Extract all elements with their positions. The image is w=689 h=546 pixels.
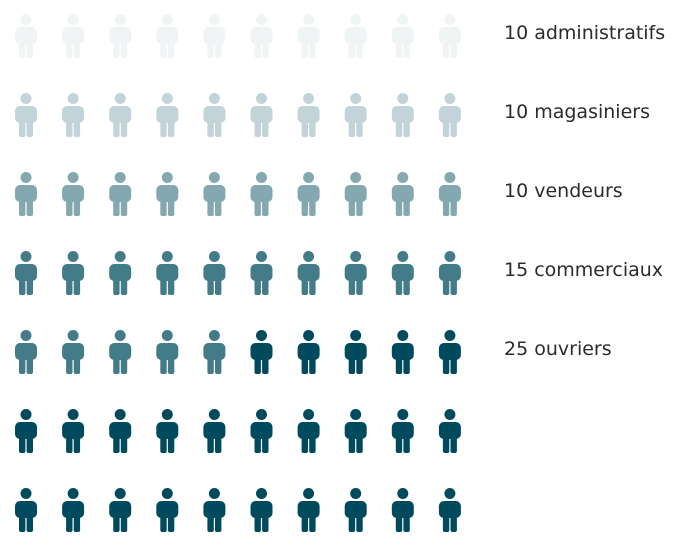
person-icon-series-0-0	[15, 14, 37, 58]
person-icon-series-4-2	[344, 330, 367, 374]
person-icon-series-4-11	[297, 409, 320, 453]
person-icon-series-4-16	[62, 488, 85, 532]
person-icon-series-0-1	[62, 14, 85, 58]
person-icon-series-3-5	[250, 251, 273, 295]
person-icon-series-0-7	[344, 14, 367, 58]
person-icon-series-2-8	[391, 172, 414, 216]
person-icon-series-0-2	[109, 14, 132, 58]
person-icon-series-4-14	[438, 409, 461, 453]
person-icon-series-2-9	[438, 172, 461, 216]
person-icon-series-4-5	[15, 409, 37, 453]
person-icon-series-4-15	[15, 488, 37, 532]
person-icon-series-1-7	[344, 93, 367, 137]
person-icon-series-3-4	[203, 251, 226, 295]
person-icon-series-2-4	[203, 172, 226, 216]
person-icon-series-3-13	[156, 330, 179, 374]
person-icon-series-0-4	[203, 14, 226, 58]
person-icon-series-4-21	[297, 488, 320, 532]
person-icon-series-4-17	[109, 488, 132, 532]
person-icon-series-4-13	[391, 409, 414, 453]
person-icon-series-4-12	[344, 409, 367, 453]
person-icon-series-3-7	[344, 251, 367, 295]
person-icon-series-2-1	[62, 172, 85, 216]
legend-label-commerciaux: 15 commerciaux	[504, 259, 664, 281]
person-icon-series-3-12	[109, 330, 132, 374]
person-icon-series-2-2	[109, 172, 132, 216]
legend-label-ouvriers: 25 ouvriers	[504, 338, 612, 360]
person-icon-series-0-6	[297, 14, 320, 58]
person-icon-series-4-19	[203, 488, 226, 532]
person-icon-series-4-8	[156, 409, 179, 453]
person-icon-series-0-3	[156, 14, 179, 58]
person-icon-series-3-11	[62, 330, 85, 374]
person-icon-series-2-5	[250, 172, 273, 216]
person-icon-series-1-6	[297, 93, 320, 137]
person-icon-series-2-3	[156, 172, 179, 216]
person-icon-series-1-1	[62, 93, 85, 137]
person-icon-series-4-9	[203, 409, 226, 453]
legend-label-magasiniers: 10 magasiniers	[504, 101, 650, 123]
person-icon-series-3-1	[62, 251, 85, 295]
person-icon-series-4-18	[156, 488, 179, 532]
person-icon-series-3-10	[15, 330, 37, 374]
person-icon-series-1-9	[438, 93, 461, 137]
person-icon-series-2-6	[297, 172, 320, 216]
person-icon-series-3-2	[109, 251, 132, 295]
person-icon-series-4-24	[438, 488, 461, 532]
person-icon-series-3-8	[391, 251, 414, 295]
person-icon-series-1-2	[109, 93, 132, 137]
person-icon-series-4-7	[109, 409, 132, 453]
person-icon-series-1-0	[15, 93, 37, 137]
person-icon-series-4-6	[62, 409, 85, 453]
person-icon-series-4-23	[391, 488, 414, 532]
person-icon-series-4-20	[250, 488, 273, 532]
person-icon-series-0-5	[250, 14, 273, 58]
legend-label-administratifs: 10 administratifs	[504, 22, 666, 44]
person-icon-series-3-3	[156, 251, 179, 295]
person-icon-series-3-14	[203, 330, 226, 374]
person-icon-series-1-5	[250, 93, 273, 137]
person-icon-series-4-1	[297, 330, 320, 374]
person-icon-series-2-7	[344, 172, 367, 216]
person-icon-series-4-10	[250, 409, 273, 453]
person-icon-series-3-9	[438, 251, 461, 295]
legend-label-vendeurs: 10 vendeurs	[504, 180, 623, 202]
person-icon-series-4-22	[344, 488, 367, 532]
person-icon-series-4-3	[391, 330, 414, 374]
person-icon-series-1-8	[391, 93, 414, 137]
person-icon-series-0-8	[391, 14, 414, 58]
person-icon-series-3-0	[15, 251, 37, 295]
person-icon-series-3-6	[297, 251, 320, 295]
person-icon-series-1-3	[156, 93, 179, 137]
person-icon-series-0-9	[438, 14, 461, 58]
person-icon-series-4-4	[438, 330, 461, 374]
person-icon-series-1-4	[203, 93, 226, 137]
person-icon-series-2-0	[15, 172, 37, 216]
person-icon-series-4-0	[250, 330, 273, 374]
